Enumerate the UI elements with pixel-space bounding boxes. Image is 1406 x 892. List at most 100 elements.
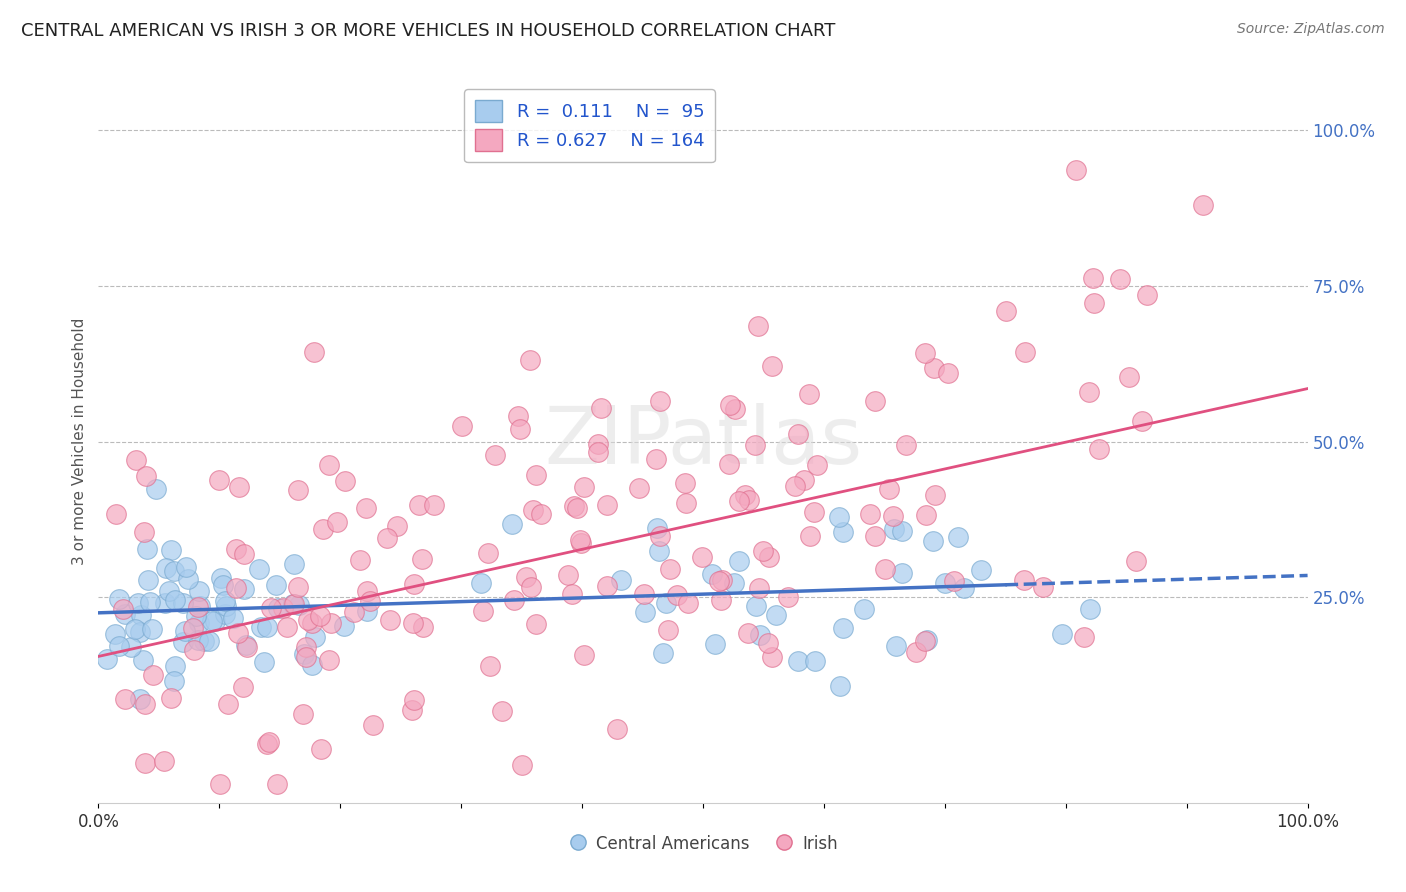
Point <box>361 718 384 732</box>
Point <box>865 394 887 409</box>
Point <box>172 596 194 610</box>
Point <box>408 498 430 512</box>
Point <box>758 635 780 649</box>
Point <box>256 619 278 633</box>
Point <box>142 668 165 682</box>
Point <box>214 594 236 608</box>
Point <box>401 702 423 716</box>
Point <box>247 562 270 576</box>
Point <box>309 742 332 756</box>
Point <box>349 553 371 567</box>
Point <box>450 419 472 434</box>
Point <box>520 580 543 594</box>
Text: Source: ZipAtlas.com: Source: ZipAtlas.com <box>1237 22 1385 37</box>
Point <box>354 500 377 515</box>
Point <box>295 640 318 655</box>
Point <box>174 560 197 574</box>
Point <box>1083 296 1105 310</box>
Point <box>745 599 768 613</box>
Point <box>301 658 323 673</box>
Point <box>654 596 676 610</box>
Point <box>723 576 745 591</box>
Point <box>859 507 882 521</box>
Point <box>561 587 583 601</box>
Point <box>159 691 181 706</box>
Point <box>165 659 187 673</box>
Point <box>1064 163 1087 178</box>
Point <box>804 654 827 668</box>
Point <box>135 541 157 556</box>
Point <box>127 596 149 610</box>
Point <box>806 458 828 472</box>
Point <box>385 518 408 533</box>
Point <box>793 473 815 487</box>
Point <box>308 609 330 624</box>
Point <box>890 566 912 581</box>
Point <box>644 452 666 467</box>
Point <box>634 605 657 619</box>
Point <box>718 398 741 412</box>
Point <box>915 508 938 522</box>
Point <box>225 581 247 595</box>
Point <box>201 614 224 628</box>
Point <box>401 616 423 631</box>
Point <box>134 697 156 711</box>
Point <box>1078 384 1101 399</box>
Point <box>569 533 592 547</box>
Point <box>591 401 613 416</box>
Point <box>120 640 142 655</box>
Point <box>208 777 231 791</box>
Point <box>235 638 257 652</box>
Point <box>1109 272 1132 286</box>
Point <box>748 581 770 595</box>
Point <box>228 481 250 495</box>
Point <box>827 510 849 524</box>
Point <box>562 499 585 513</box>
Point <box>873 562 896 576</box>
Point <box>711 573 734 587</box>
Point <box>894 438 917 452</box>
Point <box>1078 602 1101 616</box>
Point <box>883 522 905 536</box>
Point <box>214 599 236 613</box>
Point <box>692 549 714 564</box>
Point <box>136 573 159 587</box>
Point <box>318 458 340 472</box>
Point <box>718 457 741 471</box>
Point <box>112 602 135 616</box>
Point <box>356 584 378 599</box>
Point <box>375 531 398 545</box>
Point <box>761 359 783 373</box>
Point <box>758 550 780 565</box>
Point <box>645 521 668 535</box>
Point <box>228 625 250 640</box>
Point <box>936 366 959 380</box>
Point <box>283 597 305 611</box>
Point <box>994 303 1017 318</box>
Point <box>830 679 852 693</box>
Point <box>1125 554 1147 568</box>
Point <box>257 735 280 749</box>
Point <box>648 394 671 409</box>
Point <box>567 501 589 516</box>
Point <box>333 618 356 632</box>
Point <box>253 655 276 669</box>
Point <box>953 581 976 595</box>
Point <box>586 445 609 459</box>
Point <box>211 578 233 592</box>
Point <box>186 609 208 624</box>
Point <box>1083 271 1105 285</box>
Point <box>673 475 696 490</box>
Point <box>1073 631 1095 645</box>
Point <box>524 467 547 482</box>
Point <box>292 706 315 721</box>
Point <box>378 613 401 627</box>
Point <box>707 574 730 589</box>
Point <box>787 427 810 442</box>
Point <box>174 624 197 638</box>
Point <box>606 723 628 737</box>
Point <box>501 517 523 532</box>
Point <box>508 409 530 424</box>
Point <box>139 595 162 609</box>
Point <box>343 605 366 619</box>
